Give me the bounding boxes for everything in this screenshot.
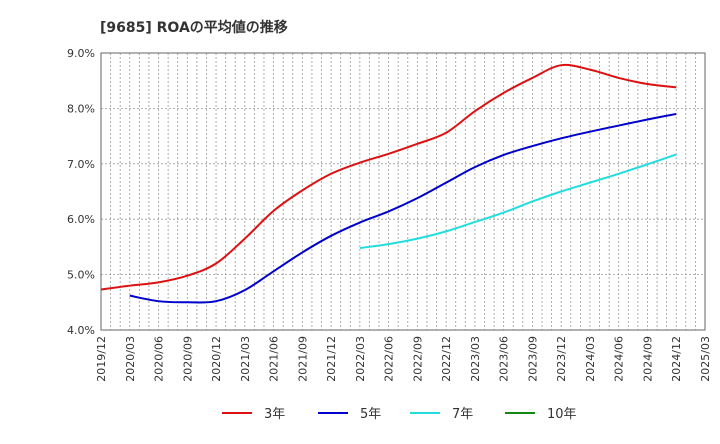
plot-area-border	[100, 52, 706, 331]
x-tick-label: 2022/09	[411, 336, 424, 382]
y-tick-label: 8.0%	[67, 102, 95, 115]
chart-title: [9685] ROAの平均値の推移	[100, 19, 288, 36]
x-tick-label: 2024/06	[613, 336, 626, 382]
legend: 3年 5年 7年 10年	[222, 407, 577, 422]
x-tick-label: 2020/06	[153, 336, 166, 382]
x-tick-label: 2024/03	[584, 336, 597, 382]
legend-label-0: 3年	[264, 407, 285, 422]
legend-label-3: 10年	[547, 407, 577, 422]
x-axis: 2019/12 2020/03 2020/06 2020/09 2020/12 2021/…	[95, 336, 712, 382]
x-tick-label: 2020/09	[181, 336, 194, 382]
y-tick-label: 6.0%	[67, 213, 95, 226]
series-line-0	[100, 63, 677, 291]
x-tick-label: 2021/03	[239, 336, 252, 382]
x-tick-label: 2024/12	[670, 336, 683, 382]
legend-label-2: 7年	[452, 407, 473, 422]
grid-layer	[101, 53, 705, 330]
x-tick-label: 2023/12	[555, 336, 568, 382]
y-tick-label: 5.0%	[67, 269, 95, 282]
series-line-2	[359, 153, 677, 249]
x-tick-label: 2022/12	[440, 336, 453, 382]
x-tick-label: 2023/06	[498, 336, 511, 382]
x-tick-label: 2024/09	[641, 336, 654, 382]
x-tick-label: 2020/12	[210, 336, 223, 382]
y-axis: 4.0% 5.0% 6.0% 7.0% 8.0% 9.0%	[67, 47, 95, 337]
x-tick-label: 2020/03	[124, 336, 137, 382]
x-tick-label: 2025/03	[699, 336, 712, 382]
x-tick-label: 2021/12	[325, 336, 338, 382]
x-tick-label: 2019/12	[95, 336, 108, 382]
x-tick-label: 2023/09	[526, 336, 539, 382]
y-tick-label: 4.0%	[67, 324, 95, 337]
x-tick-label: 2021/06	[268, 336, 281, 382]
x-tick-label: 2023/03	[469, 336, 482, 382]
y-tick-label: 9.0%	[67, 47, 95, 60]
x-tick-label: 2022/06	[383, 336, 396, 382]
x-tick-label: 2021/09	[296, 336, 309, 382]
series-line-1	[129, 112, 677, 304]
y-tick-label: 7.0%	[67, 158, 95, 171]
x-tick-label: 2022/03	[354, 336, 367, 382]
series-layer	[100, 63, 677, 304]
legend-label-1: 5年	[360, 407, 381, 422]
